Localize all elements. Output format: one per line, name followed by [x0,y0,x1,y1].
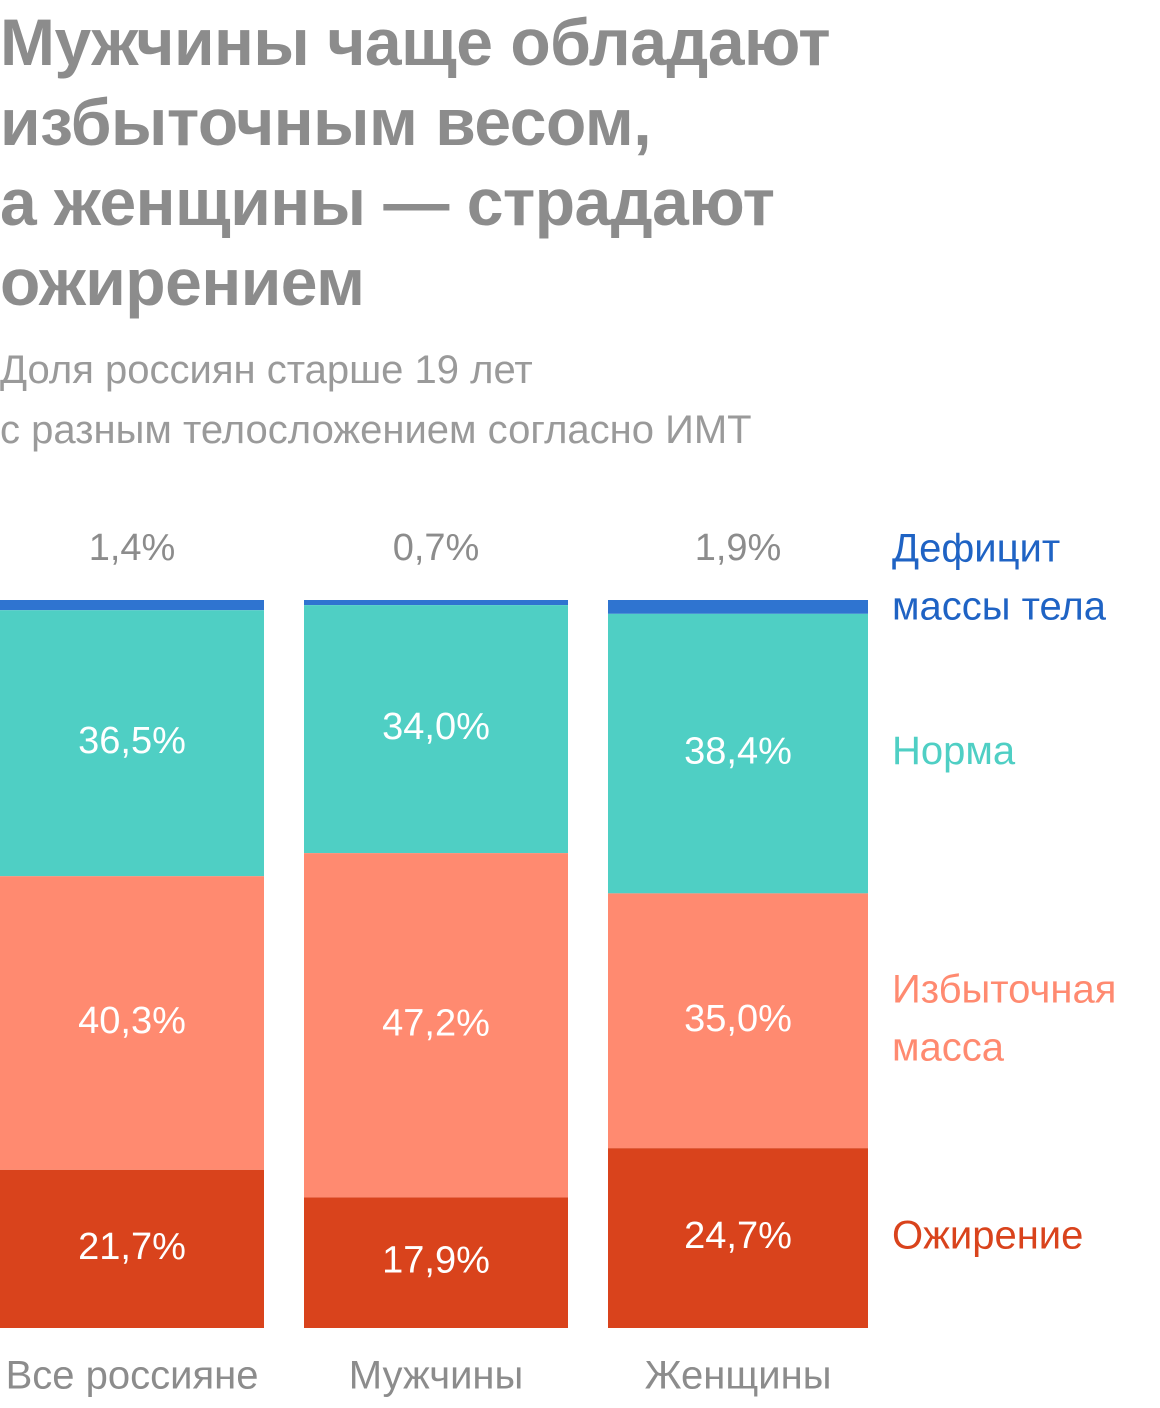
bar-segment [0,600,264,611]
bar-value-label: 0,7% [393,527,480,569]
category-label: Все россияне [6,1354,259,1398]
category-label: Женщины [645,1354,832,1398]
bar-value-label: 34,0% [382,706,490,748]
chart-title: Мужчины чаще обладают избыточным весом, … [0,2,1150,322]
bar-segment [608,613,868,894]
bar-value-label: 1,9% [695,527,782,569]
bar-segment [304,853,568,1198]
legend-label: масса [892,1025,1005,1069]
bar-value-label: 17,9% [382,1240,490,1282]
bar-value-label: 24,7% [684,1215,792,1257]
bar-value-label: 21,7% [78,1226,186,1268]
chart-title-line: а женщины — страдают [0,165,775,239]
chart-title-line: Мужчины чаще обладают [0,5,831,79]
bar-segment [608,600,868,614]
legend-label: Избыточная [892,967,1116,1011]
legend-label: массы тела [892,585,1107,629]
bar-segment [0,610,264,877]
bar-segment [304,1197,568,1328]
category-label: Мужчины [349,1354,524,1398]
legend-label: Ожирение [892,1214,1083,1258]
bar-segment [608,893,868,1149]
legend-label: Норма [892,729,1016,773]
bar-value-label: 40,3% [78,1000,186,1042]
chart-subtitle-line: Доля россиян старше 19 лет [0,348,533,392]
bar-value-label: 1,4% [89,527,176,569]
bar-value-label: 38,4% [684,731,792,773]
bar-value-label: 36,5% [78,720,186,762]
bar-segment [304,605,568,854]
chart-subtitle: Доля россиян старше 19 лет с разным тело… [0,340,1150,460]
chart-title-line: избыточным весом, [0,85,652,159]
bar-segment [0,876,264,1170]
chart-title-line: ожирением [0,245,365,319]
bar-value-label: 35,0% [684,998,792,1040]
legend-label: Дефицит [892,527,1060,571]
bar-segment [304,600,568,606]
bar-value-label: 47,2% [382,1002,490,1044]
bar-segment [608,1148,868,1328]
bar-segment [0,1169,264,1328]
chart-subtitle-line: с разным телосложением согласно ИМТ [0,408,752,452]
